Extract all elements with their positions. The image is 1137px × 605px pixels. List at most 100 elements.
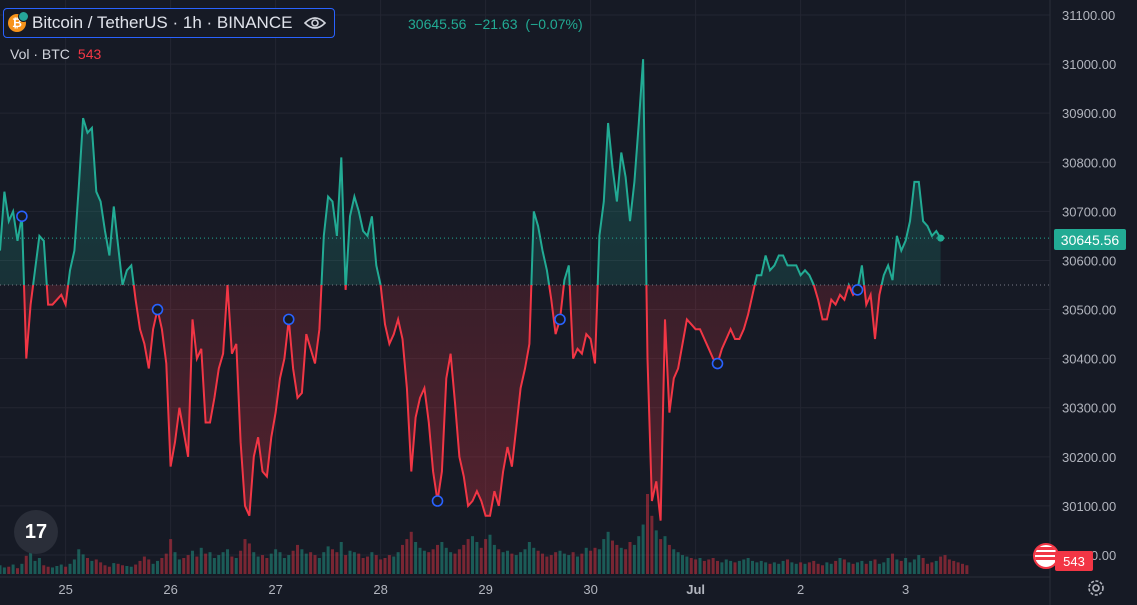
volume-bar <box>554 552 558 574</box>
volume-bar <box>392 556 396 574</box>
volume-bar <box>68 563 72 574</box>
event-marker <box>151 303 164 316</box>
volume-bar <box>300 549 304 574</box>
volume-bar <box>37 558 41 574</box>
volume-bar <box>436 544 439 574</box>
volume-bar <box>956 562 960 574</box>
volume-bar <box>681 555 684 574</box>
volume-bar <box>772 562 776 574</box>
volume-bar <box>825 562 829 574</box>
gear-icon[interactable] <box>1086 578 1106 598</box>
volume-bar <box>11 564 15 574</box>
volume-bar <box>90 560 94 574</box>
volume-bar <box>707 559 711 574</box>
volume-bar <box>532 547 536 574</box>
volume-bar <box>698 558 702 574</box>
volume-value: 543 <box>77 46 102 62</box>
eye-icon[interactable] <box>304 16 327 30</box>
price-line-up <box>0 59 942 285</box>
volume-bar <box>348 550 352 574</box>
x-tick-label: 2 <box>797 582 804 597</box>
volume-bar <box>409 531 413 574</box>
volume-bar <box>160 558 164 574</box>
y-tick-label: 30300.00 <box>1062 401 1116 416</box>
volume-bar <box>781 560 785 574</box>
volume-bar <box>702 560 706 574</box>
volume-bar <box>676 552 680 574</box>
symbol-legend[interactable]: ₿ Bitcoin / TetherUS · 1h · BINANCE <box>3 8 336 38</box>
volume-bar <box>457 549 461 574</box>
volume-bar <box>444 547 448 574</box>
volume-bar <box>899 560 903 574</box>
volume-bar <box>287 555 291 574</box>
volume-bar <box>934 560 938 574</box>
volume-bar <box>961 563 964 574</box>
volume-bar <box>33 560 37 574</box>
volume-bar <box>764 562 768 574</box>
volume-bar <box>602 539 606 574</box>
volume-bar <box>401 544 404 574</box>
volume-bar <box>510 553 514 574</box>
event-marker <box>16 210 28 223</box>
volume-bar <box>142 556 146 574</box>
volume-bar <box>59 564 63 574</box>
volume-bar <box>431 549 435 574</box>
volume-bar <box>541 553 544 574</box>
volume-bar <box>501 552 505 574</box>
volume-bar <box>589 550 593 574</box>
volume-bar <box>514 555 518 574</box>
volume-bar <box>107 566 111 574</box>
volume-bar <box>484 539 488 574</box>
area-above-baseline <box>0 59 941 285</box>
volume-bar <box>812 560 816 574</box>
volume-bar <box>55 566 59 574</box>
volume-bar <box>475 542 479 574</box>
volume-bar <box>882 562 886 574</box>
volume-bar <box>221 552 225 574</box>
volume-bar <box>689 558 693 574</box>
volume-legend[interactable]: Vol · BTC 543 <box>10 46 101 62</box>
volume-bar <box>46 566 50 574</box>
tradingview-logo-icon[interactable]: 17 <box>14 510 58 554</box>
volume-bar <box>777 563 781 574</box>
volume-bar <box>615 544 619 574</box>
volume-bar <box>243 539 247 574</box>
x-tick-label: 3 <box>902 582 909 597</box>
volume-bar <box>619 547 623 574</box>
volume-bar <box>256 556 260 574</box>
volume-bar <box>274 549 278 574</box>
volume-bar <box>860 560 864 574</box>
volume-bar <box>716 560 719 574</box>
volume-bar <box>309 552 313 574</box>
volume-bar <box>51 567 54 574</box>
y-tick-label: 30700.00 <box>1062 204 1116 219</box>
volume-bar <box>261 555 264 574</box>
volume-bar <box>790 562 794 574</box>
volume-bar <box>291 550 295 574</box>
volume-bar <box>0 565 2 574</box>
volume-bar <box>838 558 842 574</box>
y-tick-label: 30400.00 <box>1062 352 1116 367</box>
volume-bar <box>322 552 326 574</box>
volume-bar <box>856 562 859 574</box>
close-value: 30645.56 <box>408 16 467 32</box>
volume-bar <box>917 555 921 574</box>
volume-bar <box>134 564 138 574</box>
volume-bar <box>466 539 470 574</box>
volume-bar <box>908 562 912 574</box>
event-marker <box>431 495 444 507</box>
volume-bar <box>396 552 400 574</box>
volume-bar <box>646 494 649 574</box>
volume-bar <box>418 547 422 574</box>
volume-bar <box>212 558 216 574</box>
volume-bar <box>803 563 807 574</box>
volume-bar <box>891 553 894 574</box>
volume-bar <box>965 565 969 574</box>
volume-bar <box>834 560 838 574</box>
volume-bar <box>156 560 159 574</box>
volume-bar <box>86 558 89 574</box>
bitcoin-coin-icon: ₿ <box>8 11 29 32</box>
volume-bar <box>497 549 501 574</box>
event-marker <box>554 313 566 326</box>
